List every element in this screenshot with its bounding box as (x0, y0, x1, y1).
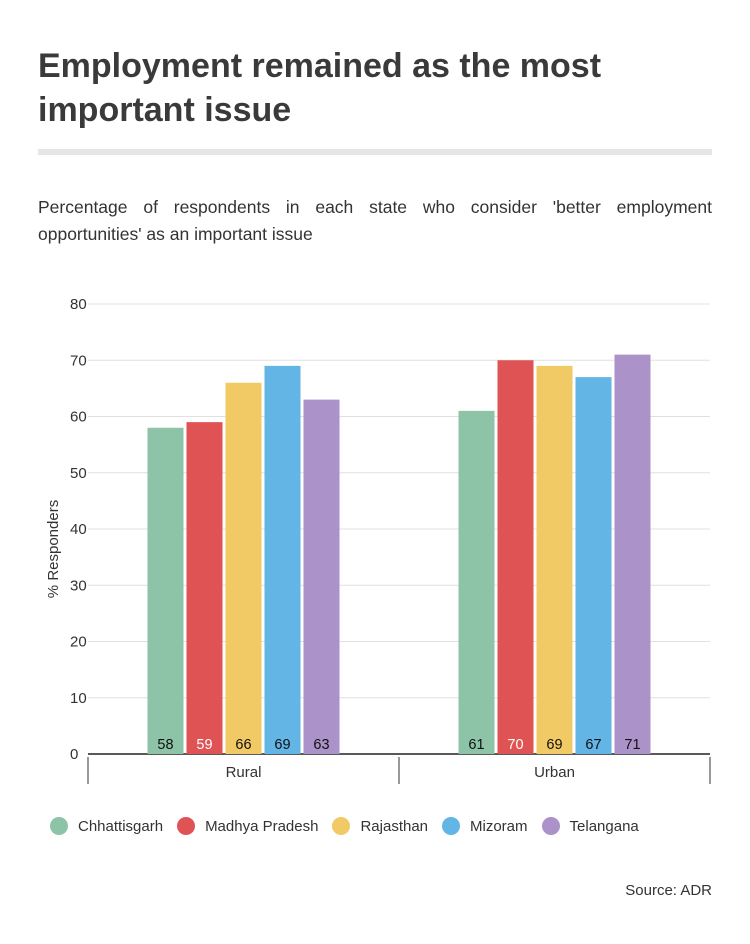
legend-label: Rajasthan (360, 817, 429, 835)
bar-rajasthan (536, 365, 573, 754)
legend-label: Mizoram (470, 817, 528, 835)
y-tick-label: 30 (70, 577, 87, 594)
data-label: 71 (624, 737, 640, 753)
bar-chhattisgarh (147, 427, 184, 754)
bar-chhattisgarh (458, 410, 495, 754)
y-tick-label: 20 (70, 634, 87, 651)
data-label: 67 (585, 737, 601, 753)
chart-subtitle: Percentage of respondents in each state … (38, 197, 712, 244)
y-tick-label: 50 (70, 465, 87, 482)
bar-mizoram (264, 365, 301, 754)
data-label: 69 (274, 737, 290, 753)
legend-item: Mizoram (442, 817, 528, 835)
chart-title: Employment remained as the most importan… (38, 47, 602, 129)
y-tick-label: 40 (70, 521, 87, 538)
legend-swatch (442, 817, 461, 835)
bar-mizoram (575, 377, 612, 754)
y-axis-label: % Responders (45, 500, 62, 598)
legend-item: Madhya Pradesh (177, 817, 318, 835)
y-tick-label: 0 (70, 746, 78, 763)
legend-label: Telangana (569, 817, 639, 835)
legend-item: Rajasthan (332, 817, 428, 835)
bar-chart: 0 10 20 30 40 50 60 70 80 % Responders 58 59 66 69 63 R… (45, 296, 711, 784)
bar-madhya-pradesh (497, 360, 534, 754)
source-note: Source: ADR (625, 882, 712, 899)
data-label: 59 (196, 737, 212, 753)
legend-item: Telangana (541, 817, 639, 835)
legend-swatch (332, 817, 351, 835)
y-tick-label: 10 (70, 690, 87, 707)
legend-label: Chhattisgarh (78, 817, 164, 835)
data-label: 61 (468, 737, 484, 753)
data-label: 70 (507, 737, 523, 753)
y-tick-label: 60 (70, 409, 87, 426)
bar-telangana (303, 399, 340, 754)
data-label: 69 (546, 737, 562, 753)
title-divider (38, 149, 712, 155)
y-tick-label: 70 (70, 352, 87, 369)
bar-telangana (614, 354, 651, 754)
legend-swatch (177, 817, 196, 835)
x-category-label: Urban (534, 764, 575, 781)
chart-legend: Chhattisgarh Madhya Pradesh Rajasthan Mizor… (50, 814, 730, 838)
legend-swatch (50, 817, 68, 835)
data-label: 58 (157, 737, 173, 753)
bar-madhya-pradesh (186, 422, 223, 754)
legend-label: Madhya Pradesh (205, 817, 319, 835)
y-tick-label: 80 (70, 296, 87, 313)
x-category-label: Rural (226, 764, 262, 781)
data-label: 63 (313, 737, 329, 753)
data-label: 66 (235, 737, 251, 753)
bar-rajasthan (225, 382, 262, 754)
legend-item: Chhattisgarh (50, 817, 163, 835)
legend-swatch (541, 817, 560, 835)
